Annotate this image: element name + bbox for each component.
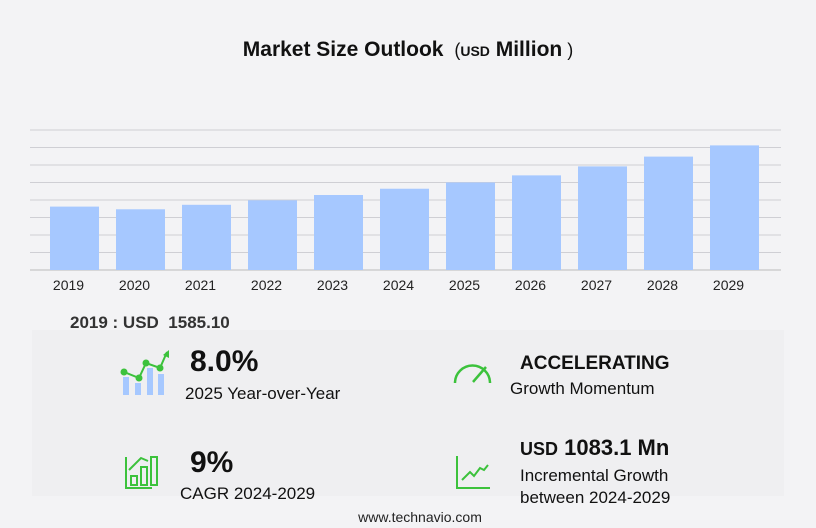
- incremental-period: between 2024-2029: [520, 488, 671, 507]
- title-text: Market Size Outlook: [242, 38, 444, 61]
- yoy-value: 8.0%: [190, 345, 259, 378]
- x-tick-label: 2023: [317, 277, 348, 293]
- cagr-value: 9%: [190, 446, 234, 479]
- incremental-value: USD 1083.1 Mn: [520, 435, 669, 461]
- momentum-label: Growth Momentum: [510, 379, 655, 398]
- bar-2026: [512, 175, 561, 270]
- x-tick-label: 2020: [119, 277, 150, 293]
- cagr-label: CAGR 2024-2029: [180, 484, 316, 503]
- paren-close: ): [562, 40, 574, 60]
- unit-prefix: USD: [460, 43, 490, 59]
- bar-2020: [116, 209, 165, 270]
- bar-2023: [314, 195, 363, 270]
- bar-2021: [182, 204, 231, 270]
- bar-2024: [380, 188, 429, 270]
- x-tick-label: 2021: [185, 277, 216, 293]
- base-label: 2019 : USD: [70, 313, 159, 332]
- x-tick-label: 2019: [53, 277, 84, 293]
- bar-2029: [710, 145, 759, 270]
- incremental-prefix: USD: [520, 439, 559, 459]
- x-tick-label: 2026: [515, 277, 546, 293]
- x-tick-label: 2025: [449, 277, 480, 293]
- momentum-value: ACCELERATING: [520, 353, 670, 374]
- x-tick-label: 2027: [581, 277, 612, 293]
- paren-open: (: [449, 40, 461, 60]
- chart-title: Market Size Outlook (USD Million ): [0, 38, 816, 62]
- x-tick-label: 2029: [713, 277, 744, 293]
- yoy-label: 2025 Year-over-Year: [185, 384, 341, 403]
- bar-2027: [578, 166, 627, 270]
- bar-2019: [50, 206, 99, 270]
- incremental-amount: 1083.1 Mn: [564, 435, 670, 460]
- incremental-label: Incremental Growth: [520, 466, 669, 485]
- stats-panel: [32, 330, 784, 496]
- bar-chart: 2019 2020 2021 2022 2023 2024 2025 2026 2027 2028…: [30, 129, 781, 293]
- unit: Million: [495, 38, 563, 61]
- bar-2028: [644, 156, 693, 270]
- x-tick-label: 2024: [383, 277, 414, 293]
- base-value: 1585.10: [168, 313, 230, 332]
- x-tick-label: 2028: [647, 277, 678, 293]
- x-tick-label: 2022: [251, 277, 282, 293]
- footer-url: www.technavio.com: [358, 509, 482, 525]
- base-year-value: 2019 : USD 1585.10: [70, 313, 230, 333]
- bar-2022: [248, 200, 297, 270]
- bar-2025: [446, 182, 495, 270]
